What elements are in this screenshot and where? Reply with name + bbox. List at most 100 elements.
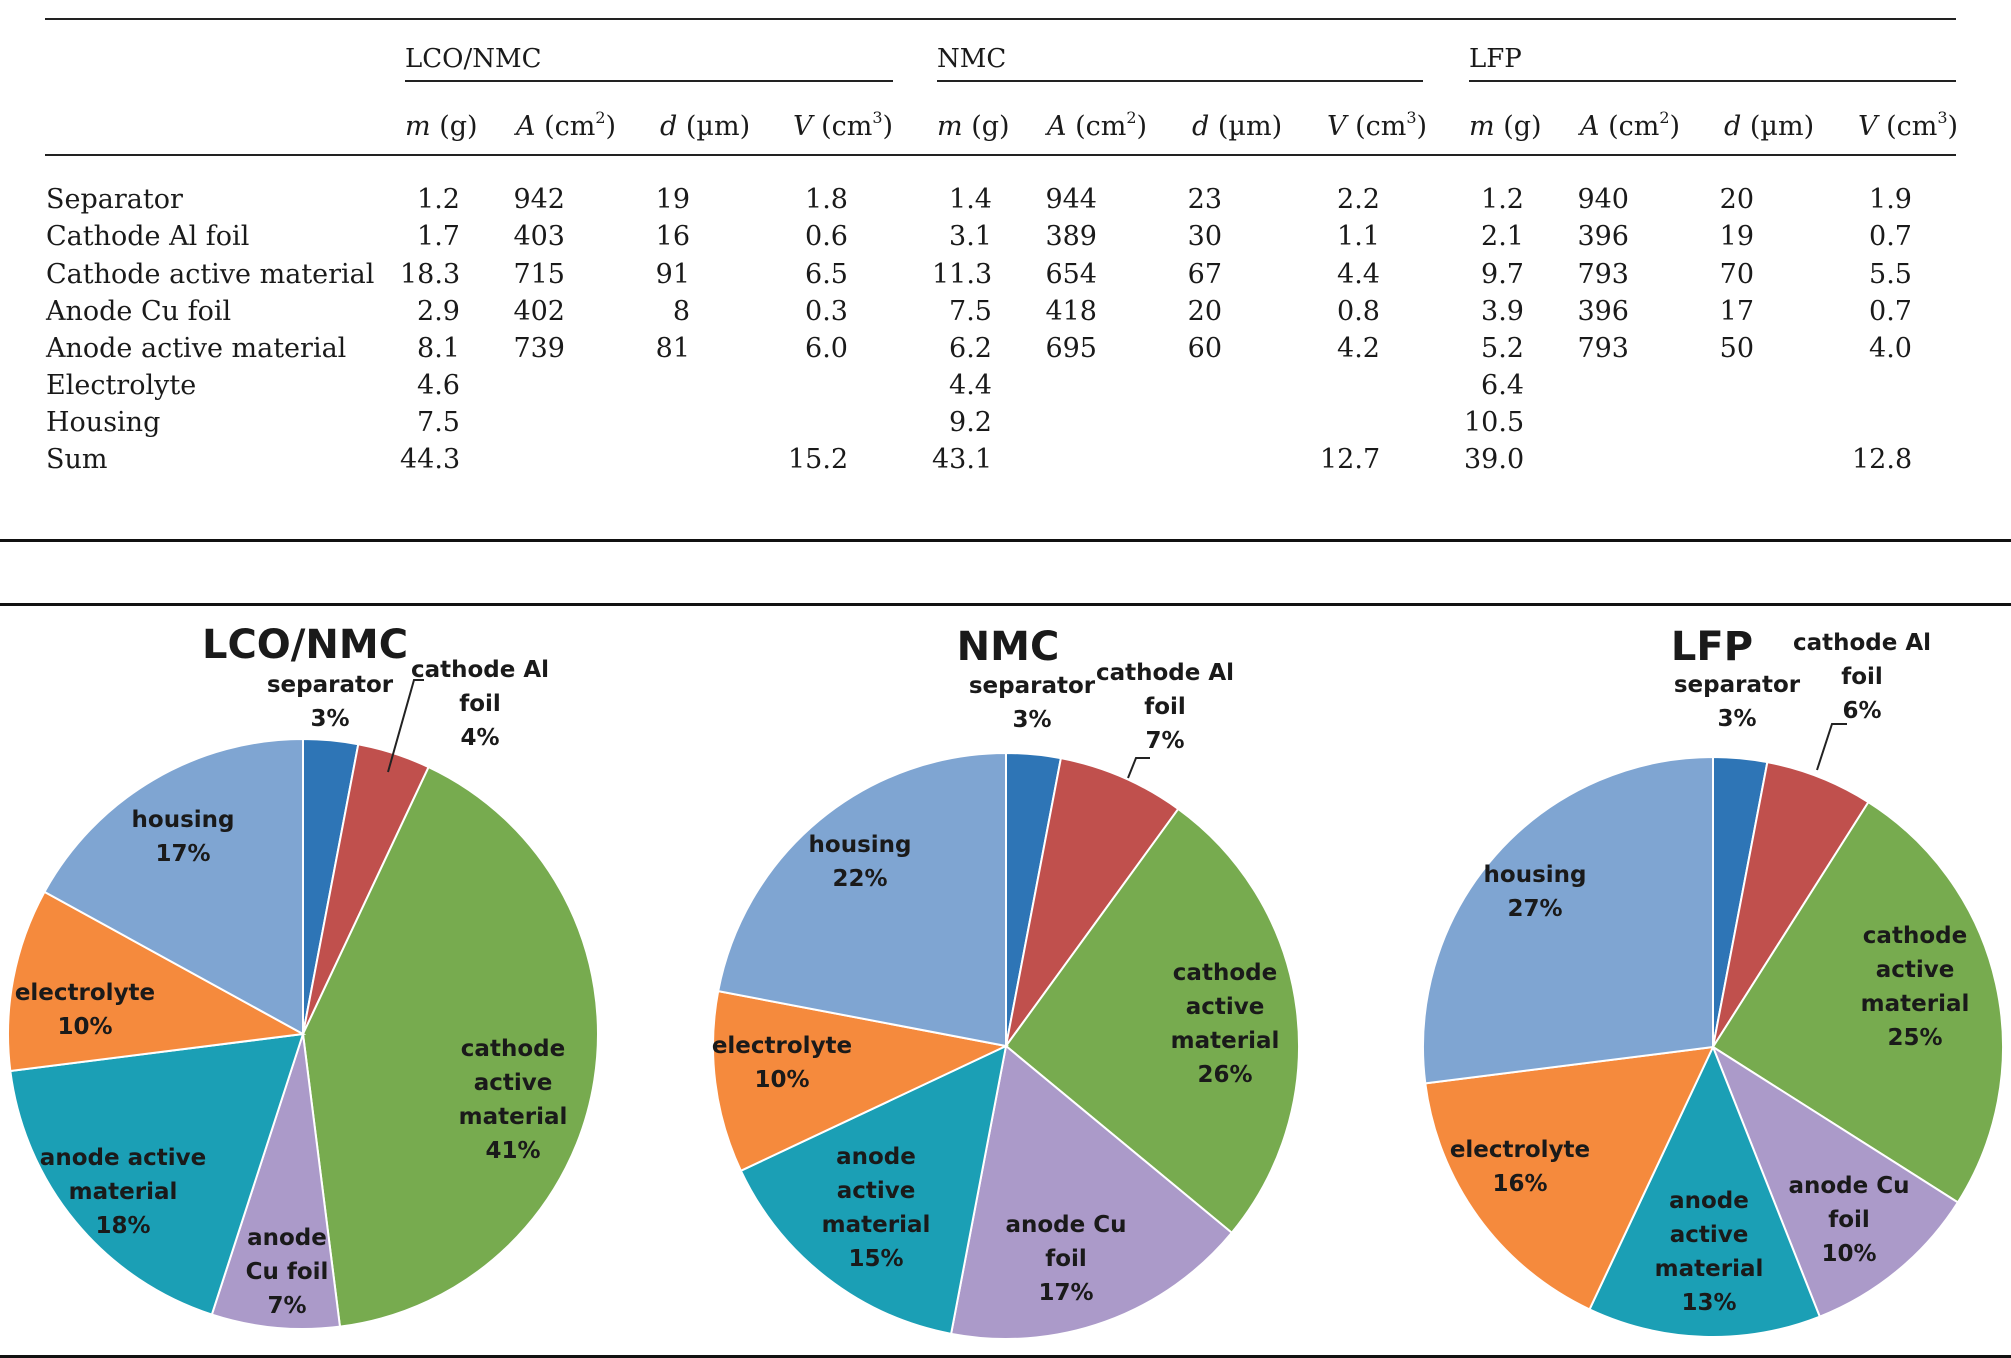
column-symbol: V bbox=[1858, 111, 1878, 142]
table-cell: 19 bbox=[1719, 221, 1754, 252]
header-rule bbox=[45, 154, 1956, 156]
slice-percent: 25% bbox=[1887, 1025, 1942, 1051]
slice-percent: 10% bbox=[754, 1067, 809, 1093]
slice-label-text: cathode Al bbox=[1096, 660, 1234, 686]
slice-label-text: anode bbox=[1669, 1188, 1749, 1214]
slice-label: cathode Al foil 7% bbox=[1096, 660, 1234, 754]
table-cell: 3.9 bbox=[1481, 296, 1524, 327]
table-cell: 0.8 bbox=[1337, 296, 1380, 327]
table-cell: 5.5 bbox=[1869, 259, 1912, 290]
column-symbol: A bbox=[516, 111, 536, 142]
table-cell: 18.3 bbox=[400, 259, 461, 290]
table-cell: 4.6 bbox=[417, 370, 460, 401]
slice-label: electrolyte 10% bbox=[712, 1033, 852, 1093]
column-unit: (µm) bbox=[677, 111, 751, 142]
slice-label-text: electrolyte bbox=[1450, 1137, 1590, 1163]
pie-slice bbox=[739, 1044, 1008, 1335]
group-header: LFP bbox=[1469, 44, 1522, 74]
slice-label-text: housing bbox=[132, 807, 235, 833]
group-header: NMC bbox=[937, 44, 1007, 74]
table-cell: 2.2 bbox=[1337, 184, 1380, 215]
row-label: Housing bbox=[46, 407, 161, 438]
slice-label: cathode active material 41% bbox=[459, 1036, 568, 1164]
table-cell: 396 bbox=[1577, 221, 1629, 252]
column-symbol: d bbox=[1192, 111, 1210, 142]
slice-label-text: housing bbox=[1484, 862, 1587, 888]
slice-label: anode Cu foil 17% bbox=[1005, 1212, 1126, 1306]
table-cell: 793 bbox=[1577, 333, 1629, 364]
pie-slice bbox=[9, 1032, 305, 1316]
slice-label-text: active bbox=[1186, 994, 1265, 1020]
row-label: Anode active material bbox=[46, 333, 347, 364]
column-symbol: m bbox=[937, 111, 963, 142]
slice-percent: 16% bbox=[1492, 1171, 1547, 1197]
slice-label-text: material bbox=[822, 1212, 931, 1238]
slice-percent: 22% bbox=[832, 866, 887, 892]
pie-slice bbox=[1711, 800, 2005, 1204]
table-cell: 6.0 bbox=[805, 333, 848, 364]
slice-label-text: cathode bbox=[1173, 960, 1277, 986]
column-unit-exponent: 3 bbox=[872, 108, 883, 127]
table-cell: 15.2 bbox=[788, 444, 849, 475]
slice-label-text: anode bbox=[836, 1144, 916, 1170]
group-rule bbox=[405, 80, 893, 82]
table-cell: 396 bbox=[1577, 296, 1629, 327]
column-symbol: m bbox=[405, 111, 431, 142]
column-unit-exponent: 2 bbox=[1659, 108, 1670, 127]
table-cell: 19 bbox=[655, 184, 690, 215]
slice-percent: 17% bbox=[1038, 1280, 1093, 1306]
slice-label: separator 3% bbox=[969, 673, 1096, 733]
pie-slice bbox=[43, 737, 304, 1036]
table-cell: 11.3 bbox=[932, 259, 993, 290]
slice-label-text: separator bbox=[969, 673, 1096, 699]
table-cell: 4.2 bbox=[1337, 333, 1380, 364]
table-cell: 67 bbox=[1187, 259, 1222, 290]
column-unit: (µm) bbox=[1741, 111, 1815, 142]
table-cell: 2.1 bbox=[1481, 221, 1524, 252]
table-cell: 7.5 bbox=[417, 407, 460, 438]
column-unit-close: ) bbox=[605, 111, 617, 142]
table-cell: 1.4 bbox=[949, 184, 992, 215]
pie-slice bbox=[712, 989, 1010, 1173]
table-cell: 0.6 bbox=[805, 221, 848, 252]
row-label: Anode Cu foil bbox=[46, 296, 232, 327]
column-symbol: V bbox=[1327, 111, 1347, 142]
slice-label-text: active bbox=[1670, 1222, 1749, 1248]
slice-percent: 10% bbox=[1821, 1241, 1876, 1267]
slice-percent: 27% bbox=[1507, 896, 1562, 922]
table-cell: 91 bbox=[655, 259, 690, 290]
column-header: V (cm3) bbox=[1858, 110, 1958, 142]
slice-label: separator 3% bbox=[267, 672, 394, 732]
table-cell: 6.4 bbox=[1481, 370, 1524, 401]
slice-label-text: active bbox=[1876, 957, 1955, 983]
slice-label: anode active material 13% bbox=[1655, 1188, 1764, 1316]
column-unit-close: ) bbox=[1416, 111, 1428, 142]
table-cell: 8.1 bbox=[417, 333, 460, 364]
table-cell: 4.4 bbox=[949, 370, 992, 401]
table-cell: 1.7 bbox=[417, 221, 460, 252]
slice-label-text: separator bbox=[267, 672, 394, 698]
slice-label: housing 22% bbox=[809, 832, 912, 892]
pie-title: NMC bbox=[957, 624, 1060, 670]
column-unit-exponent: 2 bbox=[1126, 108, 1137, 127]
slice-percent: 13% bbox=[1681, 1290, 1736, 1316]
slice-percent: 41% bbox=[485, 1138, 540, 1164]
slice-label-text: foil bbox=[459, 691, 501, 717]
slice-label-text: foil bbox=[1841, 664, 1883, 690]
table-cell: 17 bbox=[1719, 296, 1754, 327]
slice-label-text: active bbox=[837, 1178, 916, 1204]
table-panel bbox=[0, 0, 2011, 542]
column-unit: (g) bbox=[962, 111, 1010, 142]
table-cell: 30 bbox=[1187, 221, 1222, 252]
slice-label: separator 3% bbox=[1674, 672, 1801, 732]
column-unit: (g) bbox=[430, 111, 478, 142]
column-symbol: m bbox=[1469, 111, 1495, 142]
slice-percent: 15% bbox=[848, 1246, 903, 1272]
table-cell: 12.7 bbox=[1320, 444, 1381, 475]
slice-label-text: material bbox=[1171, 1028, 1280, 1054]
column-header: V (cm3) bbox=[1327, 110, 1428, 142]
pie-slice bbox=[717, 751, 1007, 1048]
slice-label-text: Cu foil bbox=[246, 1259, 329, 1285]
table-cell: 739 bbox=[513, 333, 565, 364]
column-symbol: V bbox=[793, 111, 813, 142]
